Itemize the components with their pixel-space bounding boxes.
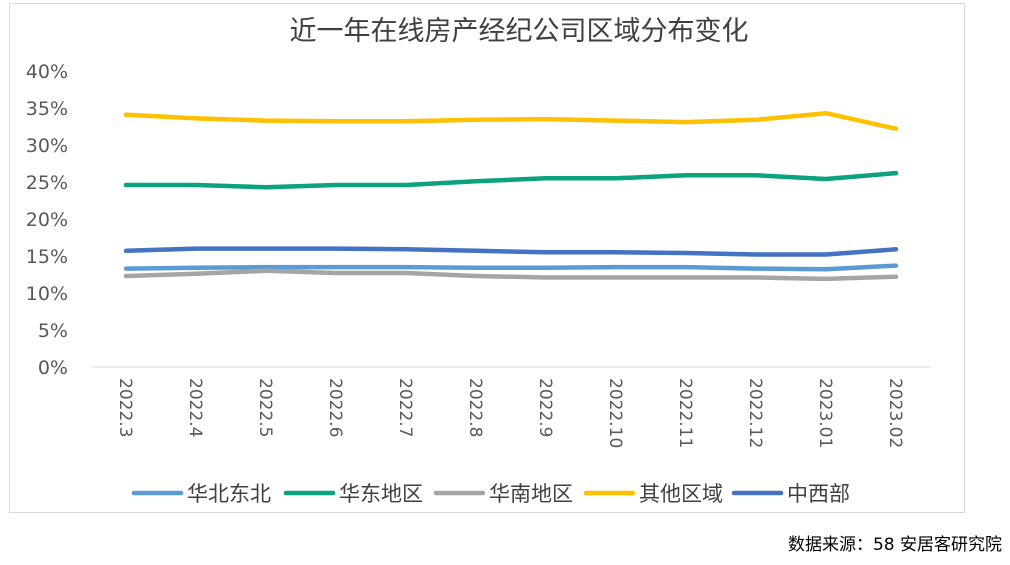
series-line-0 <box>123 263 899 272</box>
x-tick-label: 2022.6 <box>325 378 345 437</box>
y-tick-label: 15% <box>26 246 68 268</box>
x-tick-label: 2022.5 <box>255 378 275 437</box>
y-tick-label: 40% <box>26 61 68 83</box>
x-tick-label: 2022.12 <box>745 378 765 448</box>
series-line-3 <box>123 110 899 131</box>
x-tick-label: 2022.4 <box>185 378 205 437</box>
legend-label: 中西部 <box>787 482 850 506</box>
legend-label: 华南地区 <box>489 482 573 506</box>
chart-title: 近一年在线房产经纪公司区域分布变化 <box>290 16 749 47</box>
legend-label: 华东地区 <box>339 482 423 506</box>
chart-frame: 近一年在线房产经纪公司区域分布变化 0% 5% 10% 15% 20% 25% 30% 35%… <box>9 3 965 513</box>
series-line-1 <box>123 170 899 190</box>
line-chart: 近一年在线房产经纪公司区域分布变化 0% 5% 10% 15% 20% 25% 30% 35%… <box>26 16 931 506</box>
x-tick-label: 2023.01 <box>815 378 835 448</box>
series-line-2 <box>123 268 899 282</box>
series-line-4 <box>123 246 899 257</box>
y-tick-label: 10% <box>26 283 68 305</box>
y-tick-label: 30% <box>26 135 68 157</box>
y-tick-label: 25% <box>26 172 68 194</box>
x-tick-label: 2022.11 <box>675 378 695 448</box>
y-tick-label: 5% <box>38 320 68 342</box>
legend-label: 其他区域 <box>639 482 723 506</box>
y-tick-label: 35% <box>26 98 68 120</box>
x-tick-label: 2022.10 <box>605 378 625 448</box>
y-tick-label: 20% <box>26 209 68 231</box>
x-tick-label: 2022.9 <box>535 378 555 437</box>
source-note: 数据来源：58 安居客研究院 <box>787 535 1002 555</box>
x-tick-label: 2022.8 <box>465 378 485 437</box>
x-tick-label: 2023.02 <box>885 378 905 448</box>
x-tick-label: 2022.3 <box>115 378 135 437</box>
y-tick-label: 0% <box>38 357 68 379</box>
x-tick-label: 2022.7 <box>395 378 415 437</box>
legend-label: 华北东北 <box>187 482 271 506</box>
